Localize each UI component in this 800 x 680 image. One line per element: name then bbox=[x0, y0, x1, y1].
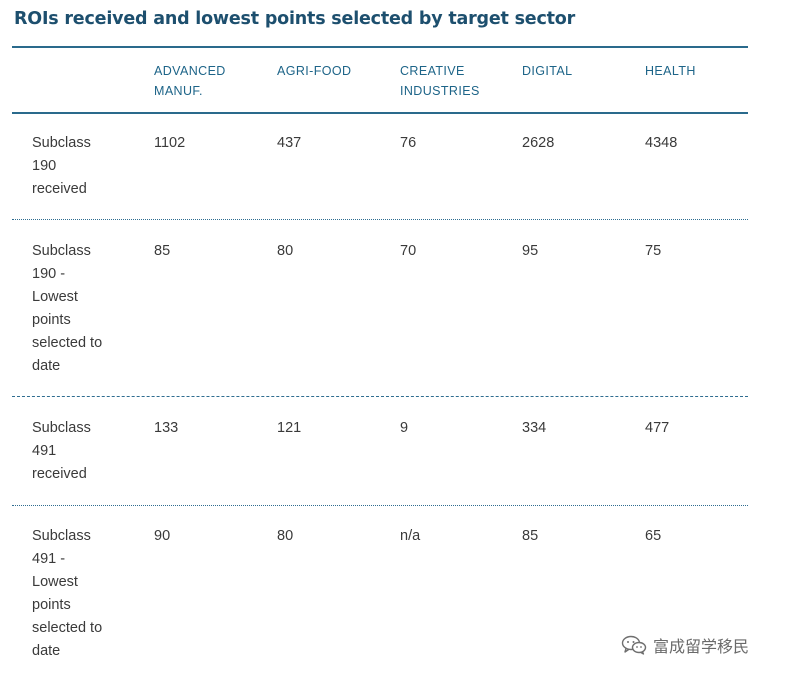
table-cell: 334 bbox=[522, 420, 547, 436]
column-header-line: AGRI-FOOD bbox=[277, 64, 352, 78]
table-cell: 95 bbox=[522, 243, 539, 259]
table-cell: 2628 bbox=[522, 135, 555, 151]
table-cell: 477 bbox=[645, 420, 670, 436]
table-cell: 65 bbox=[645, 528, 662, 544]
row-label: Subclass 491 received bbox=[32, 417, 128, 486]
table-cell: 437 bbox=[277, 135, 302, 151]
table-cell: 85 bbox=[522, 528, 539, 544]
row-label: Subclass 190 received bbox=[32, 132, 128, 201]
row-label: Subclass 190 - Lowest points selected to… bbox=[32, 240, 128, 378]
row-label-line: date bbox=[32, 643, 61, 659]
table-cell: 80 bbox=[277, 243, 294, 259]
table-cell: 76 bbox=[400, 135, 417, 151]
row-label-line: date bbox=[32, 358, 61, 374]
table-cell: 1102 bbox=[154, 135, 186, 151]
row-label-line: selected to bbox=[32, 620, 103, 636]
row-divider bbox=[12, 219, 748, 220]
row-label: Subclass 491 - Lowest points selected to… bbox=[32, 525, 128, 663]
table-cell: 9 bbox=[400, 420, 409, 436]
table-cell: 133 bbox=[154, 420, 179, 436]
column-header-health: HEALTH bbox=[645, 61, 696, 81]
row-label-line: points bbox=[32, 312, 71, 328]
column-header-line: CREATIVE bbox=[400, 64, 465, 78]
column-header-line: HEALTH bbox=[645, 64, 696, 78]
row-label-line: Subclass bbox=[32, 135, 91, 151]
column-header-advanced-manuf: ADVANCED MANUF. bbox=[154, 61, 226, 101]
title-rule bbox=[12, 46, 748, 48]
row-divider bbox=[12, 396, 748, 397]
table-cell: 70 bbox=[400, 243, 417, 259]
table-cell: 4348 bbox=[645, 135, 678, 151]
column-header-agri-food: AGRI-FOOD bbox=[277, 61, 351, 81]
row-label-line: Lowest bbox=[32, 574, 78, 590]
row-label-line: 190 bbox=[32, 158, 57, 174]
row-label-line: Subclass bbox=[32, 528, 91, 544]
header-rule bbox=[12, 112, 748, 114]
watermark-text: 富成留学移民 bbox=[653, 639, 750, 656]
watermark: 富成留学移民 bbox=[621, 633, 749, 657]
table-cell: 90 bbox=[154, 528, 171, 544]
wechat-icon bbox=[621, 635, 647, 655]
table-title: ROIs received and lowest points selected… bbox=[14, 9, 576, 29]
row-label-line: received bbox=[32, 466, 87, 482]
row-label-line: 491 bbox=[32, 443, 57, 459]
table-cell: n/a bbox=[400, 528, 421, 544]
row-label-line: 491 - bbox=[32, 551, 66, 567]
row-divider bbox=[12, 505, 748, 506]
row-label-line: Subclass bbox=[32, 420, 91, 436]
row-label-line: received bbox=[32, 181, 87, 197]
column-header-creative-industries: CREATIVE INDUSTRIES bbox=[400, 61, 480, 101]
row-label-line: points bbox=[32, 597, 71, 613]
row-label-line: Lowest bbox=[32, 289, 78, 305]
column-header-line: ADVANCED bbox=[154, 64, 226, 78]
row-label-line: 190 - bbox=[32, 266, 66, 282]
column-header-line: INDUSTRIES bbox=[400, 84, 480, 98]
table-cell: 80 bbox=[277, 528, 294, 544]
column-header-line: DIGITAL bbox=[522, 64, 573, 78]
row-label-line: selected to bbox=[32, 335, 103, 351]
table-cell: 75 bbox=[645, 243, 662, 259]
column-header-line: MANUF. bbox=[154, 84, 203, 98]
row-label-line: Subclass bbox=[32, 243, 91, 259]
table-cell: 121 bbox=[277, 420, 302, 436]
column-header-digital: DIGITAL bbox=[522, 61, 573, 81]
table-cell: 85 bbox=[154, 243, 171, 259]
